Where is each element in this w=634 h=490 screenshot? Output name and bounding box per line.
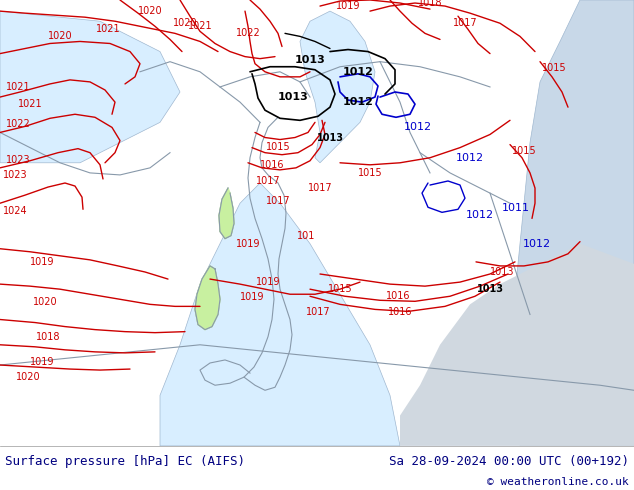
Text: 1013: 1013: [477, 284, 503, 294]
Text: 1015: 1015: [266, 142, 290, 151]
Text: 1012: 1012: [404, 122, 432, 132]
Text: 1018: 1018: [36, 332, 60, 342]
Text: 1012: 1012: [466, 210, 494, 221]
Text: 1015: 1015: [512, 146, 536, 156]
Text: 1019: 1019: [240, 292, 264, 302]
Text: 1022: 1022: [6, 120, 30, 129]
Text: 1015: 1015: [358, 168, 382, 178]
Text: 1019: 1019: [30, 357, 55, 367]
Text: 1016: 1016: [388, 307, 412, 318]
Text: 1013: 1013: [316, 132, 344, 143]
Text: 1021: 1021: [18, 99, 42, 109]
Text: Sa 28-09-2024 00:00 UTC (00+192): Sa 28-09-2024 00:00 UTC (00+192): [389, 455, 629, 468]
Text: 1019: 1019: [256, 277, 280, 287]
Text: 1012: 1012: [523, 239, 551, 249]
Text: 1021: 1021: [6, 82, 30, 92]
Polygon shape: [400, 244, 634, 446]
Text: 1020: 1020: [138, 6, 162, 16]
Text: 1020: 1020: [16, 372, 41, 382]
Text: 1013: 1013: [295, 55, 325, 65]
Text: 1017: 1017: [306, 307, 330, 318]
Text: 1016: 1016: [260, 160, 284, 170]
Polygon shape: [219, 188, 234, 239]
Text: 1012: 1012: [342, 97, 373, 107]
Polygon shape: [195, 266, 220, 330]
Text: 1017: 1017: [266, 196, 290, 206]
Text: 1019: 1019: [236, 239, 260, 249]
Text: 1020: 1020: [48, 31, 72, 41]
Text: 1013: 1013: [278, 92, 308, 102]
Text: 1022: 1022: [236, 28, 261, 38]
Text: 1019: 1019: [30, 257, 55, 267]
Text: 1021: 1021: [96, 24, 120, 34]
Text: 1020: 1020: [33, 297, 57, 307]
Polygon shape: [300, 11, 375, 163]
Text: 1017: 1017: [307, 183, 332, 193]
Text: 1016: 1016: [385, 291, 410, 301]
Text: 1011: 1011: [502, 203, 530, 213]
Text: 1017: 1017: [453, 18, 477, 28]
Text: 1015: 1015: [541, 63, 566, 73]
Text: 1012: 1012: [456, 153, 484, 163]
Text: 1023: 1023: [6, 155, 30, 165]
Text: 1024: 1024: [3, 206, 27, 216]
Text: 1018: 1018: [418, 0, 443, 8]
Text: 1013: 1013: [489, 267, 514, 277]
Text: 1020: 1020: [172, 18, 197, 28]
Text: 1023: 1023: [3, 170, 27, 180]
Text: © weatheronline.co.uk: © weatheronline.co.uk: [488, 477, 629, 487]
Polygon shape: [0, 11, 180, 163]
Text: 1015: 1015: [328, 284, 353, 294]
Text: 1017: 1017: [256, 176, 280, 186]
Text: 1019: 1019: [336, 1, 360, 11]
Text: 1021: 1021: [188, 21, 212, 31]
Text: 1012: 1012: [342, 67, 373, 77]
Polygon shape: [160, 183, 400, 446]
Polygon shape: [515, 0, 634, 446]
Text: 101: 101: [297, 231, 315, 241]
Text: Surface pressure [hPa] EC (AIFS): Surface pressure [hPa] EC (AIFS): [5, 455, 245, 468]
